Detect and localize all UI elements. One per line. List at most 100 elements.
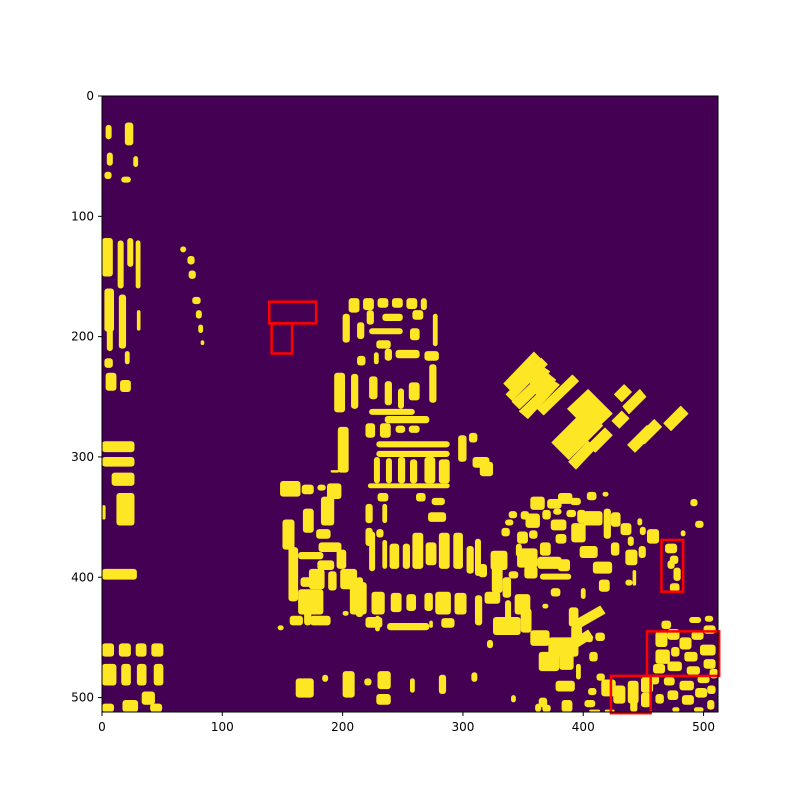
building-mask-blob — [384, 381, 392, 406]
building-mask-blob — [369, 531, 376, 572]
building-mask-blob — [661, 620, 672, 629]
building-mask-blob — [639, 526, 646, 536]
building-mask-blob — [577, 509, 586, 524]
building-mask-blob — [529, 530, 538, 539]
building-mask-blob — [336, 549, 347, 569]
building-mask-blob — [412, 532, 424, 569]
building-mask-blob — [530, 496, 545, 510]
building-mask-blob — [570, 497, 581, 506]
building-mask-blob — [355, 577, 364, 617]
building-mask-blob — [429, 620, 433, 628]
building-mask-blob — [667, 690, 679, 700]
building-mask-blob — [630, 699, 638, 712]
building-mask-blob — [673, 567, 681, 581]
building-mask-blob — [280, 481, 301, 497]
building-mask-blob — [587, 427, 613, 453]
building-mask-blob — [424, 592, 433, 611]
building-mask-blob — [363, 298, 374, 311]
building-mask-blob — [490, 550, 508, 571]
axes-frame — [101, 95, 719, 713]
building-mask-blob — [382, 313, 403, 321]
building-mask-blob — [620, 523, 632, 536]
building-mask-blob — [537, 556, 562, 569]
building-mask-blob — [334, 372, 346, 413]
building-mask-blob — [376, 529, 384, 538]
building-mask-blob — [298, 551, 324, 560]
building-mask-blob — [547, 499, 562, 509]
building-mask-blob — [558, 629, 594, 656]
building-mask-blob — [613, 685, 626, 704]
building-mask-blob — [376, 340, 391, 349]
building-mask-blob — [308, 568, 325, 590]
building-mask-blob — [680, 530, 686, 537]
building-mask-blob — [316, 529, 331, 539]
building-mask-blob — [586, 491, 597, 501]
building-mask-blob — [410, 328, 420, 341]
y-tick-label: 500 — [71, 691, 94, 705]
building-mask-blob — [104, 358, 113, 368]
annotation-box — [645, 630, 721, 678]
building-mask-blob — [537, 374, 579, 416]
building-mask-blob — [561, 699, 573, 712]
building-mask-blob — [342, 610, 349, 616]
building-mask-blob — [471, 672, 478, 682]
building-mask-blob — [105, 124, 112, 140]
building-mask-blob — [351, 373, 359, 409]
building-mask-blob — [120, 379, 131, 392]
building-mask-blob — [555, 533, 567, 544]
heatmap-image — [102, 96, 718, 712]
building-mask-blob — [102, 441, 135, 453]
building-mask-blob — [395, 349, 420, 359]
building-mask-blob — [527, 366, 551, 388]
building-mask-blob — [200, 340, 205, 346]
building-mask-blob — [317, 560, 335, 571]
building-mask-blob — [406, 594, 417, 611]
building-mask-blob — [397, 388, 404, 409]
building-mask-blob — [532, 374, 557, 398]
building-mask-blob — [102, 237, 113, 277]
building-mask-blob — [684, 651, 698, 662]
building-mask-blob — [136, 663, 147, 686]
building-mask-blob — [636, 419, 662, 445]
building-mask-blob — [438, 674, 447, 694]
building-mask-blob — [424, 456, 436, 484]
building-mask-blob — [567, 389, 613, 434]
building-mask-blob — [502, 577, 512, 598]
building-mask-blob — [408, 382, 420, 401]
building-mask-blob — [302, 508, 314, 533]
building-mask-blob — [707, 685, 716, 694]
building-mask-blob — [124, 351, 130, 365]
building-mask-blob — [136, 310, 141, 331]
building-mask-blob — [390, 592, 402, 613]
building-mask-blob — [542, 509, 551, 520]
building-mask-blob — [693, 707, 704, 712]
building-mask-blob — [410, 459, 418, 484]
building-mask-blob — [669, 583, 680, 592]
building-mask-blob — [133, 156, 139, 167]
building-mask-blob — [192, 296, 201, 305]
building-mask-blob — [391, 298, 403, 308]
annotation-box — [270, 322, 294, 355]
building-mask-blob — [373, 456, 380, 484]
building-mask-blob — [487, 639, 494, 649]
building-mask-blob — [102, 456, 135, 467]
building-mask-blob — [550, 588, 561, 597]
building-mask-blob — [539, 542, 551, 556]
x-tick-label: 200 — [331, 720, 354, 734]
building-mask-blob — [326, 483, 342, 500]
building-mask-blob — [679, 680, 694, 691]
building-mask-blob — [187, 256, 195, 265]
x-axis: 0 100 200 300 400 500 — [98, 712, 715, 734]
building-mask-blob — [122, 699, 139, 712]
building-mask-blob — [703, 659, 716, 669]
building-mask-blob — [610, 512, 621, 527]
building-mask-blob — [704, 615, 714, 622]
building-mask-blob — [377, 671, 391, 690]
building-mask-blob — [627, 536, 634, 546]
y-tick-label: 0 — [86, 89, 94, 103]
building-mask-blob — [632, 570, 637, 586]
building-mask-blob — [511, 695, 516, 703]
building-mask-blob — [553, 508, 562, 515]
building-mask-blob — [611, 410, 630, 429]
